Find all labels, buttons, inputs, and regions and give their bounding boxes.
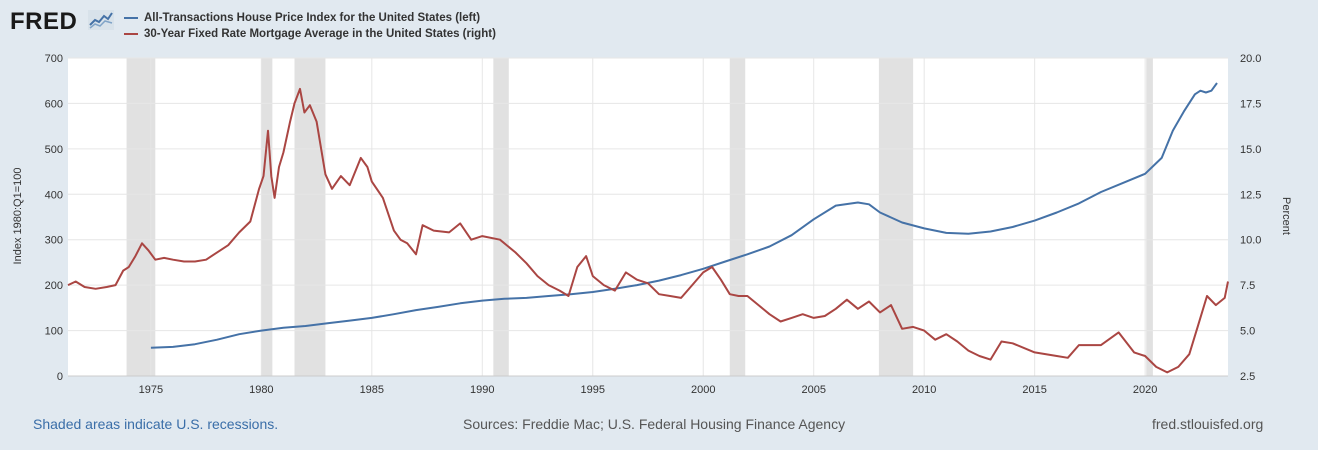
y-left-tick-label: 300 — [45, 235, 63, 247]
series-line-house-price-index — [150, 82, 1218, 349]
y-right-tick-label: 17.5 — [1240, 98, 1261, 110]
y-right-tick-label: 12.5 — [1240, 189, 1261, 201]
y-left-tick-label: 100 — [45, 326, 63, 338]
legend-swatch-mortgage — [124, 33, 138, 35]
series-lines — [67, 82, 1229, 374]
x-tick-label: 2015 — [1022, 384, 1046, 396]
legend-item-house-price[interactable]: All-Transactions House Price Index for t… — [124, 11, 496, 25]
gridlines — [68, 57, 1228, 376]
fred-logo-chart-icon — [88, 10, 114, 30]
recessions-note-link[interactable]: Shaded areas indicate U.S. recessions. — [33, 416, 279, 432]
recession-band — [1146, 58, 1153, 376]
chart-canvas[interactable]: 1975 1980 1985 1990 1995 2000 2005 2010 2015 2020… — [0, 0, 1318, 410]
x-tick-label: 1975 — [139, 384, 163, 396]
y-right-tick-label: 5.0 — [1240, 326, 1255, 338]
x-tick-label: 1995 — [581, 384, 605, 396]
y-left-tick-label: 700 — [45, 53, 63, 65]
x-tick-label: 1985 — [360, 384, 384, 396]
y-left-tick-label: 500 — [45, 144, 63, 156]
y-right-tick-label: 10.0 — [1240, 235, 1261, 247]
sources-text: Sources: Freddie Mac; U.S. Federal Housi… — [463, 416, 846, 432]
plot-area — [68, 58, 1228, 376]
recession-band — [878, 58, 914, 376]
y-left-tick-label: 600 — [45, 98, 63, 110]
x-tick-label: 2020 — [1133, 384, 1157, 396]
y-left-tick-label: 0 — [57, 371, 63, 383]
x-tick-label: 2010 — [912, 384, 936, 396]
recession-band — [261, 58, 273, 376]
y-left-tick-label: 200 — [45, 280, 63, 292]
series-line-mortgage-rate — [67, 87, 1229, 374]
plot-background — [68, 58, 1228, 376]
y-axis-right-label: Percent — [1280, 197, 1292, 235]
y-right-tick-label: 15.0 — [1240, 144, 1261, 156]
y-left-tick-label: 400 — [45, 189, 63, 201]
y-axis-right: 2.5 5.0 7.5 10.0 12.5 15.0 17.5 20.0 — [1240, 53, 1261, 383]
x-tick-label: 1980 — [249, 384, 273, 396]
y-axis-left: 0 100 200 300 400 500 600 700 — [45, 53, 63, 383]
site-link[interactable]: fred.stlouisfed.org — [1152, 416, 1264, 432]
x-tick-label: 2000 — [691, 384, 715, 396]
y-right-tick-label: 20.0 — [1240, 53, 1261, 65]
fred-logo[interactable]: FRED — [10, 8, 78, 35]
x-axis: 1975 1980 1985 1990 1995 2000 2005 2010 2015 2020 — [68, 375, 1228, 396]
chart-legend: All-Transactions House Price Index for t… — [124, 11, 496, 43]
recession-band — [294, 58, 326, 376]
x-tick-label: 1990 — [470, 384, 494, 396]
legend-item-mortgage[interactable]: 30-Year Fixed Rate Mortgage Average in t… — [124, 27, 496, 41]
y-right-tick-label: 2.5 — [1240, 371, 1255, 383]
x-tick-label: 2005 — [801, 384, 825, 396]
recession-band — [729, 58, 746, 376]
legend-label-mortgage: 30-Year Fixed Rate Mortgage Average in t… — [144, 28, 496, 40]
legend-swatch-house-price — [124, 17, 138, 19]
recession-band — [493, 58, 509, 376]
y-axis-left-label: Index 1980:Q1=100 — [12, 168, 24, 265]
legend-label-house-price: All-Transactions House Price Index for t… — [144, 12, 481, 24]
chart-header: FRED All-Transactions House Price Index … — [0, 0, 1318, 52]
y-right-tick-label: 7.5 — [1240, 280, 1255, 292]
